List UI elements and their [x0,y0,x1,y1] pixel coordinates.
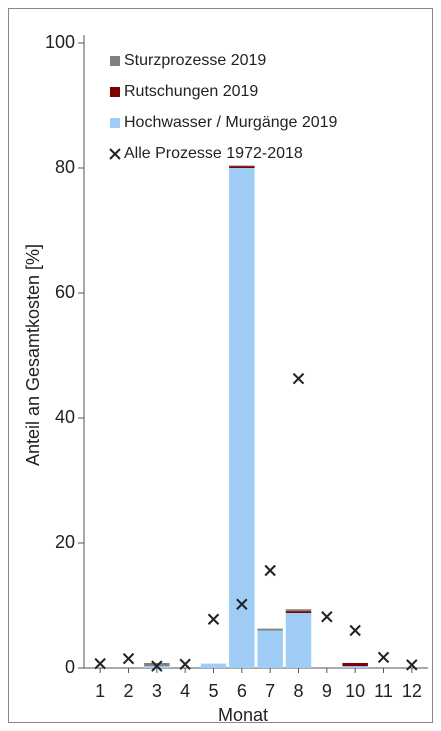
x-tick-label: 12 [402,681,422,701]
bar [285,611,312,613]
y-axis-label: Anteil an Gesamtkosten [%] [23,244,43,466]
y-tick-label: 40 [55,407,75,427]
cross-marker [236,598,248,610]
bar [257,628,283,631]
x-tick-label: 10 [345,681,365,701]
cross-marker [377,651,390,664]
cross-marker [406,659,418,671]
x-tick-label: 7 [265,681,275,701]
x-tick-label: 9 [322,681,332,701]
x-tick-label: 5 [208,681,218,701]
cross-marker [349,624,361,637]
cross-marker [151,660,163,672]
bar [285,613,312,668]
bar [257,630,283,668]
x-tick-label: 6 [237,681,247,701]
x-tick-label: 4 [180,681,190,701]
cross-marker [264,564,276,577]
y-tick-label: 60 [55,282,75,302]
y-tick-label: 0 [65,657,75,677]
bar [285,609,312,612]
legend-label: Alle Prozesse 1972-2018 [124,145,303,162]
cross-marker [321,611,333,623]
bar [342,663,368,667]
cross-marker [292,372,305,385]
x-tick-label: 8 [293,681,303,701]
bar [229,168,255,668]
legend-label: Hochwasser / Murgänge 2019 [124,114,338,131]
legend-marker [110,56,120,66]
legend-marker [109,148,121,160]
y-tick-label: 80 [55,157,75,177]
cross-marker [122,652,135,665]
x-tick-label: 11 [374,681,393,701]
y-tick-label: 100 [45,32,75,52]
frame [8,8,433,723]
cross-marker [179,658,191,670]
cross-marker [94,657,106,670]
bar [229,165,255,167]
y-tick-label: 20 [55,532,75,552]
bar [200,663,227,668]
bar [144,663,170,667]
legend-marker [110,118,120,128]
bar [229,166,255,168]
x-tick-label: 1 [95,681,105,701]
x-axis-label: Monat [218,705,268,725]
legend-marker [110,87,120,97]
x-tick-label: 2 [123,681,133,701]
x-tick-label: 3 [152,681,162,701]
legend-label: Rutschungen 2019 [124,83,258,100]
cross-marker [207,613,220,625]
bar [342,666,368,668]
legend-label: Sturzprozesse 2019 [124,52,266,69]
